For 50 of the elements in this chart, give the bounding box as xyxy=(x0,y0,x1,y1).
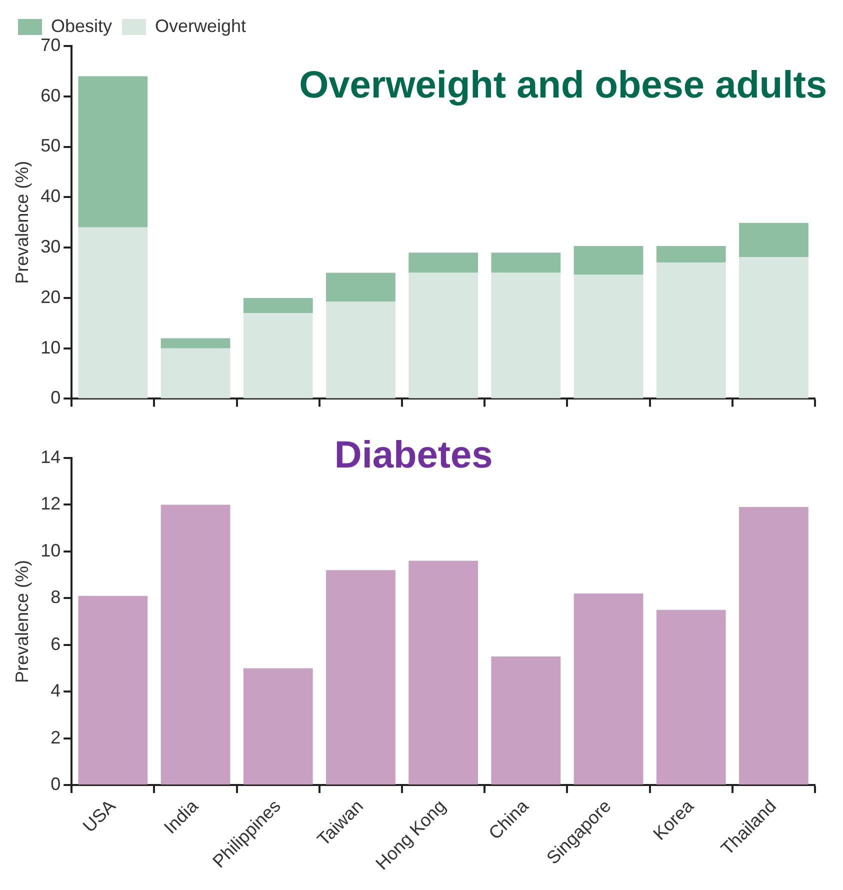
y-axis-title: Prevalence (%) xyxy=(12,560,32,684)
y-tick-label: 6 xyxy=(50,634,61,654)
y-tick-label: 14 xyxy=(40,446,61,467)
bar xyxy=(574,593,644,785)
y-tick-label: 50 xyxy=(40,136,61,156)
bar xyxy=(491,656,561,785)
legend-label: Obesity xyxy=(51,16,112,36)
y-tick-label: 0 xyxy=(50,774,61,794)
y-tick-label: 70 xyxy=(40,34,61,55)
bar xyxy=(243,298,313,314)
bar xyxy=(491,252,561,273)
y-tick-label: 60 xyxy=(40,85,61,106)
bar xyxy=(656,262,726,398)
chart-title: Diabetes xyxy=(334,434,493,476)
bar xyxy=(78,596,148,785)
legend-label: Overweight xyxy=(155,16,246,36)
bar xyxy=(326,570,396,785)
bar xyxy=(739,507,808,785)
bar xyxy=(739,257,808,398)
bar xyxy=(160,348,230,398)
bar xyxy=(160,504,230,785)
bar xyxy=(78,76,148,228)
bar xyxy=(574,246,644,275)
y-axis-title: Prevalence (%) xyxy=(12,160,32,284)
y-tick-label: 30 xyxy=(40,236,61,257)
bar xyxy=(78,227,148,398)
bar xyxy=(574,274,644,398)
y-tick-label: 10 xyxy=(40,540,61,560)
y-tick-label: 20 xyxy=(40,286,61,307)
y-tick-label: 0 xyxy=(50,388,61,408)
bar xyxy=(243,668,313,785)
bar xyxy=(243,313,313,398)
text: Overweight and obese adults xyxy=(299,64,827,106)
bar xyxy=(408,272,478,398)
y-tick-label: 2 xyxy=(50,727,61,748)
bar xyxy=(408,252,478,273)
y-tick-label: 4 xyxy=(50,680,61,701)
bar xyxy=(326,272,396,302)
bar xyxy=(160,338,230,348)
y-tick-label: 10 xyxy=(40,337,61,358)
bar xyxy=(656,610,726,785)
bar xyxy=(326,301,396,398)
y-tick-label: 12 xyxy=(40,494,61,514)
x-tick-label: USA xyxy=(78,796,120,836)
y-tick-label: 8 xyxy=(50,587,61,608)
bar xyxy=(408,560,478,785)
bar xyxy=(656,246,726,263)
bar xyxy=(491,272,561,398)
y-tick-label: 40 xyxy=(40,186,61,206)
bar xyxy=(739,222,808,258)
